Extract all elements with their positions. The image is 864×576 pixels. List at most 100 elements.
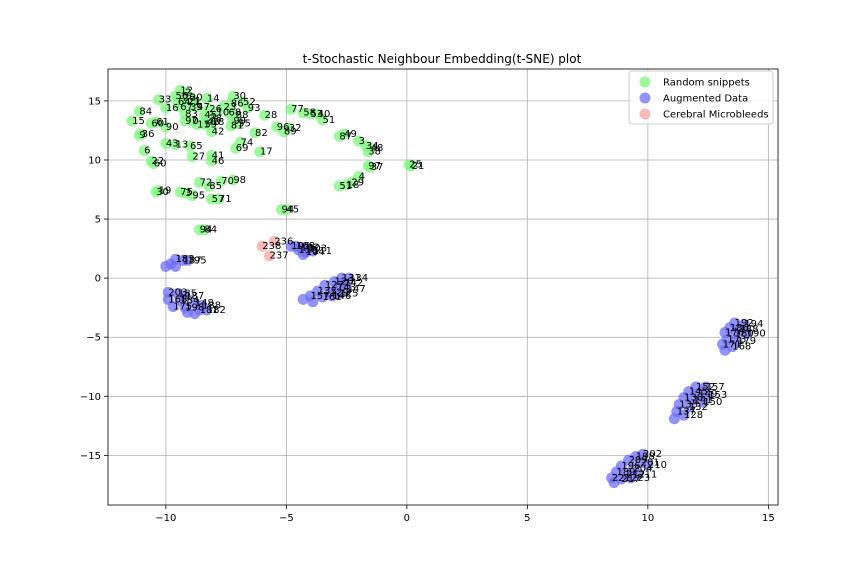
scatter-point — [678, 409, 690, 421]
scatter-point — [642, 459, 654, 471]
point-label: 18 — [347, 180, 360, 191]
point-label: 143 — [337, 283, 356, 294]
axes-frame — [107, 68, 779, 506]
scatter-point — [182, 254, 194, 266]
point-label: 132 — [689, 402, 708, 413]
point-label: 87 — [339, 131, 352, 142]
x-tick-label: 10 — [641, 513, 654, 524]
scatter-point — [326, 290, 338, 302]
point-label: 148 — [195, 298, 214, 309]
point-label: 51 — [322, 115, 335, 126]
scatter-point — [153, 94, 165, 106]
point-label: 110 — [298, 245, 317, 256]
point-label: 94 — [282, 205, 295, 216]
point-label: 182 — [207, 305, 226, 316]
point-label: 128 — [684, 410, 703, 421]
y-tick-label: −5 — [86, 333, 101, 344]
point-label: 59 — [204, 120, 217, 131]
scatter-point — [307, 296, 319, 308]
legend-label: Cerebral Microbleeds — [663, 110, 769, 121]
point-label: 69 — [236, 143, 249, 154]
x-tick-label: 15 — [762, 513, 775, 524]
point-label: 108 — [296, 241, 315, 252]
point-label: 176 — [725, 327, 744, 338]
point-label: 74 — [241, 137, 254, 148]
point-label: 57 — [212, 194, 225, 205]
point-label: 184 — [180, 296, 199, 307]
scatter-point — [133, 129, 145, 141]
scatter-point — [215, 175, 227, 187]
point-label: 212 — [626, 469, 645, 480]
point-label: 20 — [190, 92, 203, 103]
point-label: 1 — [195, 96, 201, 107]
scatter-point — [263, 250, 275, 262]
x-tick-label: −10 — [155, 513, 176, 524]
point-label: 3 — [185, 188, 191, 199]
point-label: 95 — [192, 190, 205, 201]
point-label: 187 — [185, 291, 204, 302]
point-label: 65 — [190, 141, 203, 152]
point-label: 58 — [303, 108, 316, 119]
point-label: 131 — [342, 273, 361, 284]
scatter-point — [186, 189, 198, 201]
point-label: 78 — [209, 114, 222, 125]
scatter-point — [191, 101, 203, 113]
point-label: 67 — [180, 102, 193, 113]
point-label: 85 — [209, 181, 222, 192]
point-label: 171 — [723, 339, 742, 350]
point-label: 223 — [631, 473, 650, 484]
point-label: 195 — [188, 255, 207, 266]
legend-label: Augmented Data — [663, 94, 748, 105]
point-label: 42 — [212, 127, 225, 138]
y-tick-label: 15 — [88, 96, 101, 107]
point-label: 30 — [156, 187, 169, 198]
legend-marker — [639, 108, 651, 120]
point-label: 141 — [694, 395, 713, 406]
point-label: 86 — [231, 98, 244, 109]
scatter-point — [278, 126, 290, 138]
point-label: 33 — [159, 95, 172, 106]
scatter-point — [362, 146, 374, 158]
point-label: 13 — [175, 140, 188, 151]
point-label: 32 — [289, 123, 302, 134]
point-label: 198 — [185, 303, 204, 314]
point-label: 45 — [204, 110, 217, 121]
scatter-point — [307, 245, 319, 257]
point-label: 93 — [248, 103, 261, 114]
y-tick-label: −10 — [80, 392, 101, 403]
point-label: 82 — [255, 128, 268, 139]
point-label: 26 — [209, 104, 222, 115]
point-label: 48 — [371, 143, 384, 154]
y-tick-label: 5 — [95, 215, 101, 226]
point-label: 26 — [183, 92, 196, 103]
point-label: 152 — [696, 382, 715, 393]
scatter-point — [206, 126, 218, 138]
point-label: 70 — [221, 176, 234, 187]
point-label: 51 — [339, 181, 352, 192]
point-label: 203 — [168, 287, 187, 298]
point-label: 88 — [236, 110, 249, 121]
point-label: 129 — [330, 287, 349, 298]
scatter-point — [133, 106, 145, 118]
point-label: 21 — [412, 161, 425, 172]
point-label: 46 — [212, 156, 225, 167]
point-label: 138 — [684, 392, 703, 403]
point-label: 142 — [344, 278, 363, 289]
point-label: 236 — [274, 237, 293, 248]
point-label: 133 — [318, 286, 337, 297]
scatter-point — [126, 115, 138, 127]
point-label: 55 — [238, 118, 251, 129]
scatter-point — [683, 401, 695, 413]
scatter-point — [316, 291, 328, 303]
point-label: 149 — [698, 389, 717, 400]
scatter-point — [254, 146, 266, 158]
scatter-point — [249, 127, 261, 139]
point-label: 84 — [204, 225, 217, 236]
point-label: 173 — [727, 335, 746, 346]
point-label: 105 — [291, 241, 310, 252]
point-label: 72 — [200, 177, 213, 188]
point-label: 134 — [349, 273, 368, 284]
point-label: 17 — [260, 147, 273, 158]
scatter-point — [160, 260, 172, 272]
